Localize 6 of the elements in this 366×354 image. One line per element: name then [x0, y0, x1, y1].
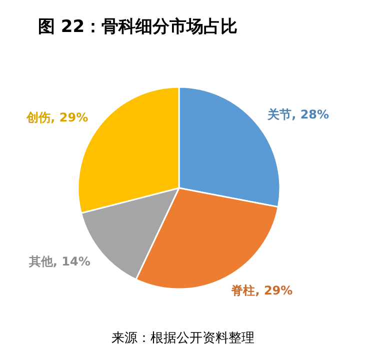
chart-title: 图 22：骨科细分市场占比 [38, 17, 238, 37]
slice-label: 关节, 28% [266, 108, 330, 122]
slice-label: 脊柱, 29% [231, 283, 293, 298]
source-note: 来源：根据公开资料整理 [112, 331, 254, 346]
slice-label: 创伤, 29% [26, 110, 88, 125]
slice-label: 其他, 14% [28, 254, 90, 268]
